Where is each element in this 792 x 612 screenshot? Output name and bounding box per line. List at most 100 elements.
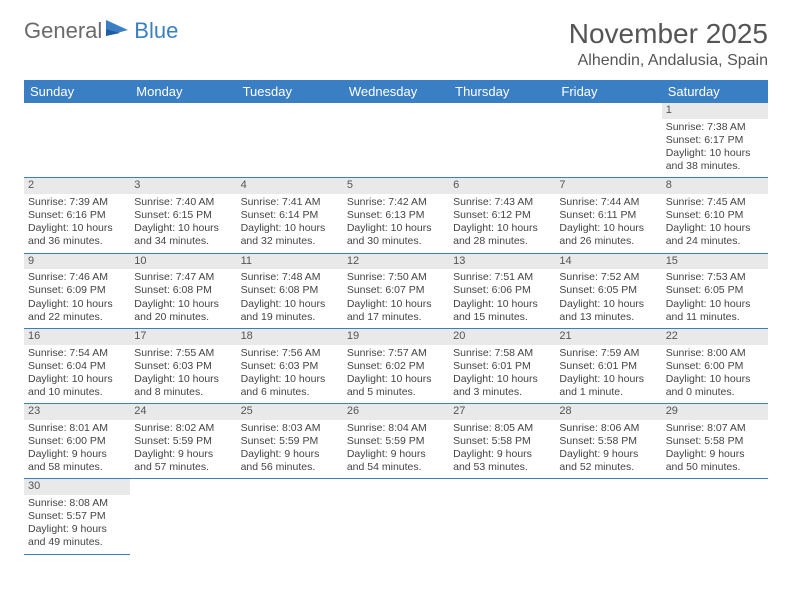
day-info-line: Daylight: 10 hours: [347, 298, 445, 311]
day-info-line: and 6 minutes.: [241, 386, 339, 399]
day-info-line: Daylight: 10 hours: [347, 373, 445, 386]
day-info-line: Sunset: 6:14 PM: [241, 209, 339, 222]
weekday-header: Saturday: [662, 80, 768, 103]
day-info-line: Sunset: 6:03 PM: [241, 360, 339, 373]
day-info-line: Daylight: 9 hours: [28, 448, 126, 461]
day-info-line: Daylight: 9 hours: [134, 448, 232, 461]
day-info-line: Daylight: 9 hours: [453, 448, 551, 461]
day-info-line: Sunset: 6:04 PM: [28, 360, 126, 373]
day-info-line: Sunset: 6:05 PM: [666, 284, 764, 297]
day-info-line: Sunset: 6:01 PM: [453, 360, 551, 373]
calendar-week-row: 1Sunrise: 7:38 AMSunset: 6:17 PMDaylight…: [24, 103, 768, 178]
day-info-line: Daylight: 10 hours: [559, 298, 657, 311]
calendar-day-cell: 17 Sunrise: 7:55 AMSunset: 6:03 PMDayligh…: [130, 328, 236, 403]
day-info-line: Sunset: 6:15 PM: [134, 209, 232, 222]
day-number: 24: [130, 404, 236, 420]
day-info-line: Sunset: 5:58 PM: [453, 435, 551, 448]
day-info-line: and 57 minutes.: [134, 461, 232, 474]
calendar-day-cell: 16Sunrise: 7:54 AMSunset: 6:04 PMDayligh…: [24, 328, 130, 403]
day-info-line: Sunset: 6:00 PM: [28, 435, 126, 448]
calendar-day-cell: 29Sunrise: 8:07 AMSunset: 5:58 PMDayligh…: [662, 404, 768, 479]
day-info-line: Sunset: 6:08 PM: [241, 284, 339, 297]
calendar-day-cell: [662, 479, 768, 554]
day-info-line: and 1 minute.: [559, 386, 657, 399]
day-info-line: Sunrise: 7:38 AM: [666, 121, 764, 134]
day-info-line: Sunrise: 7:40 AM: [134, 196, 232, 209]
day-info-line: Sunrise: 7:46 AM: [28, 271, 126, 284]
day-info-line: Sunset: 6:03 PM: [134, 360, 232, 373]
day-number: 5: [343, 178, 449, 194]
day-number: 17: [130, 329, 236, 345]
day-info-line: and 50 minutes.: [666, 461, 764, 474]
weekday-header: Tuesday: [237, 80, 343, 103]
day-info-line: Sunset: 5:59 PM: [347, 435, 445, 448]
calendar-day-cell: [555, 479, 661, 554]
day-info-line: Sunset: 5:57 PM: [28, 510, 126, 523]
day-info-line: and 56 minutes.: [241, 461, 339, 474]
calendar-day-cell: [555, 103, 661, 178]
day-info-line: Sunrise: 8:01 AM: [28, 422, 126, 435]
day-info-line: Sunset: 6:12 PM: [453, 209, 551, 222]
calendar-day-cell: 8Sunrise: 7:45 AMSunset: 6:10 PMDaylight…: [662, 178, 768, 253]
day-info-line: Daylight: 9 hours: [666, 448, 764, 461]
day-info-line: and 52 minutes.: [559, 461, 657, 474]
day-info-line: Sunrise: 8:03 AM: [241, 422, 339, 435]
calendar-day-cell: 11Sunrise: 7:48 AMSunset: 6:08 PMDayligh…: [237, 253, 343, 328]
day-info-line: Sunset: 5:59 PM: [241, 435, 339, 448]
day-info-line: Sunrise: 8:00 AM: [666, 347, 764, 360]
day-info-line: Daylight: 10 hours: [241, 298, 339, 311]
day-info-line: and 8 minutes.: [134, 386, 232, 399]
day-info-line: Daylight: 10 hours: [453, 298, 551, 311]
day-number: 21: [555, 329, 661, 345]
calendar-day-cell: 14Sunrise: 7:52 AMSunset: 6:05 PMDayligh…: [555, 253, 661, 328]
day-info-line: Sunrise: 8:08 AM: [28, 497, 126, 510]
day-number: 13: [449, 254, 555, 270]
day-info-line: Sunrise: 7:55 AM: [134, 347, 232, 360]
day-number: 28: [555, 404, 661, 420]
day-info-line: and 10 minutes.: [28, 386, 126, 399]
calendar-day-cell: 7Sunrise: 7:44 AMSunset: 6:11 PMDaylight…: [555, 178, 661, 253]
calendar-week-row: 23Sunrise: 8:01 AMSunset: 6:00 PMDayligh…: [24, 404, 768, 479]
calendar-day-cell: [237, 103, 343, 178]
calendar-day-cell: [24, 103, 130, 178]
day-info-line: Sunrise: 7:48 AM: [241, 271, 339, 284]
day-info-line: Sunrise: 7:43 AM: [453, 196, 551, 209]
day-info-line: Daylight: 10 hours: [453, 222, 551, 235]
calendar-day-cell: [130, 479, 236, 554]
day-info-line: Daylight: 10 hours: [559, 373, 657, 386]
day-info-line: Sunrise: 8:02 AM: [134, 422, 232, 435]
day-info-line: and 53 minutes.: [453, 461, 551, 474]
day-number: 29: [662, 404, 768, 420]
flag-icon: [106, 18, 132, 44]
day-info-line: and 20 minutes.: [134, 311, 232, 324]
day-info-line: Daylight: 9 hours: [241, 448, 339, 461]
day-info-line: Daylight: 10 hours: [134, 222, 232, 235]
day-info-line: Daylight: 10 hours: [666, 298, 764, 311]
day-info-line: Sunset: 6:10 PM: [666, 209, 764, 222]
weekday-header: Monday: [130, 80, 236, 103]
day-info-line: Sunset: 6:06 PM: [453, 284, 551, 297]
day-info-line: and 28 minutes.: [453, 235, 551, 248]
calendar-day-cell: 15Sunrise: 7:53 AMSunset: 6:05 PMDayligh…: [662, 253, 768, 328]
day-info-line: Sunrise: 7:54 AM: [28, 347, 126, 360]
day-number: 8: [662, 178, 768, 194]
calendar-day-cell: 30Sunrise: 8:08 AMSunset: 5:57 PMDayligh…: [24, 479, 130, 554]
day-number: 4: [237, 178, 343, 194]
day-info-line: Sunset: 6:00 PM: [666, 360, 764, 373]
day-info-line: and 36 minutes.: [28, 235, 126, 248]
calendar-week-row: 2Sunrise: 7:39 AMSunset: 6:16 PMDaylight…: [24, 178, 768, 253]
day-info-line: and 5 minutes.: [347, 386, 445, 399]
day-info-line: Daylight: 10 hours: [134, 373, 232, 386]
day-number: 30: [24, 479, 130, 495]
day-info-line: Daylight: 10 hours: [666, 222, 764, 235]
day-number: 18: [237, 329, 343, 345]
calendar-day-cell: 24Sunrise: 8:02 AMSunset: 5:59 PMDayligh…: [130, 404, 236, 479]
day-number: 20: [449, 329, 555, 345]
calendar-day-cell: 28Sunrise: 8:06 AMSunset: 5:58 PMDayligh…: [555, 404, 661, 479]
weekday-header-row: Sunday Monday Tuesday Wednesday Thursday…: [24, 80, 768, 103]
day-number: 27: [449, 404, 555, 420]
day-info-line: Sunrise: 7:57 AM: [347, 347, 445, 360]
day-number: 10: [130, 254, 236, 270]
day-info-line: and 54 minutes.: [347, 461, 445, 474]
day-info-line: Sunrise: 7:59 AM: [559, 347, 657, 360]
